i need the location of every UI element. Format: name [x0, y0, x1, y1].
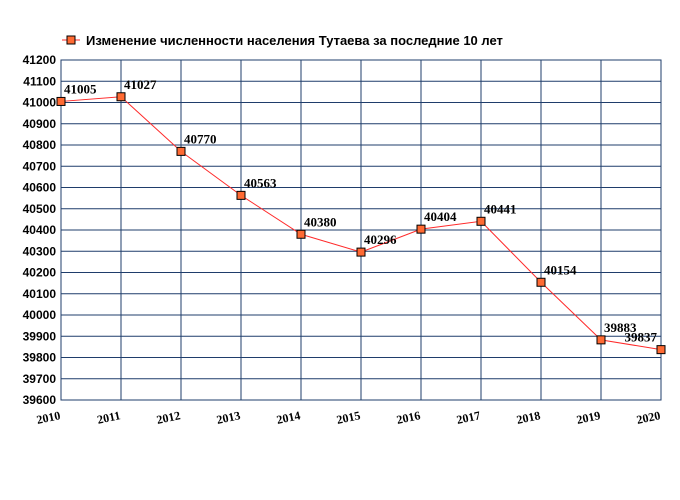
data-point-marker — [536, 277, 546, 287]
x-tick-label: 2011 — [96, 408, 122, 427]
y-tick-label: 39600 — [23, 393, 57, 407]
x-tick-label: 2012 — [155, 408, 181, 427]
y-tick-label: 40100 — [23, 287, 57, 301]
y-tick-label: 40800 — [23, 138, 57, 152]
legend-marker-swatch — [66, 35, 76, 45]
data-label: 40770 — [184, 131, 217, 146]
plot-border — [60, 59, 662, 401]
data-label: 40154 — [544, 262, 577, 277]
data-label: 41005 — [64, 81, 97, 96]
y-tick-label: 40200 — [23, 266, 57, 280]
legend-label: Изменение численности населения Тутаева … — [86, 33, 503, 48]
y-tick-label: 40700 — [23, 159, 57, 173]
y-tick-label: 39700 — [23, 372, 57, 386]
data-point-marker — [596, 335, 606, 345]
y-tick-label: 40000 — [23, 308, 57, 322]
y-tick-label: 41000 — [23, 96, 57, 110]
x-tick-label: 2018 — [515, 408, 541, 427]
x-tick-label: 2013 — [215, 408, 241, 427]
y-tick-label: 39800 — [23, 351, 57, 365]
x-tick-label: 2015 — [335, 408, 361, 427]
data-point-marker — [236, 190, 246, 200]
data-point-marker — [116, 92, 126, 102]
data-point-marker — [176, 146, 186, 156]
y-tick-label: 40300 — [23, 244, 57, 258]
plot-area: 39600 39700 39800 39900 40000 40100 40200 40300… — [23, 53, 666, 427]
data-label: 39837 — [625, 330, 658, 345]
data-point-marker — [416, 224, 426, 234]
y-tick-label: 40900 — [23, 117, 57, 131]
data-label: 40441 — [484, 201, 517, 216]
y-tick-label: 39900 — [23, 329, 57, 343]
x-tick-label: 2014 — [275, 408, 301, 427]
x-tick-label: 2019 — [575, 408, 601, 427]
y-tick-label: 40600 — [23, 181, 57, 195]
legend: Изменение численности населения Тутаева … — [62, 33, 503, 48]
x-tick-label: 2017 — [455, 408, 481, 427]
data-label: 40563 — [244, 175, 277, 190]
data-point-marker — [56, 96, 66, 106]
y-tick-label: 41200 — [23, 53, 57, 67]
data-label: 40296 — [364, 232, 397, 247]
data-point-marker — [356, 247, 366, 257]
x-tick-label: 2010 — [35, 408, 61, 427]
data-label: 41027 — [124, 77, 157, 92]
y-tick-label: 41100 — [23, 74, 56, 88]
data-label: 40380 — [304, 214, 337, 229]
y-tick-label: 40500 — [23, 202, 57, 216]
data-label: 40404 — [424, 209, 457, 224]
data-point-marker — [476, 216, 486, 226]
y-tick-label: 40400 — [23, 223, 57, 237]
x-tick-label: 2020 — [635, 408, 661, 427]
x-tick-label: 2016 — [395, 408, 421, 427]
data-label: 39883 — [604, 320, 637, 335]
data-point-marker — [296, 229, 306, 239]
data-point-marker — [656, 345, 666, 355]
